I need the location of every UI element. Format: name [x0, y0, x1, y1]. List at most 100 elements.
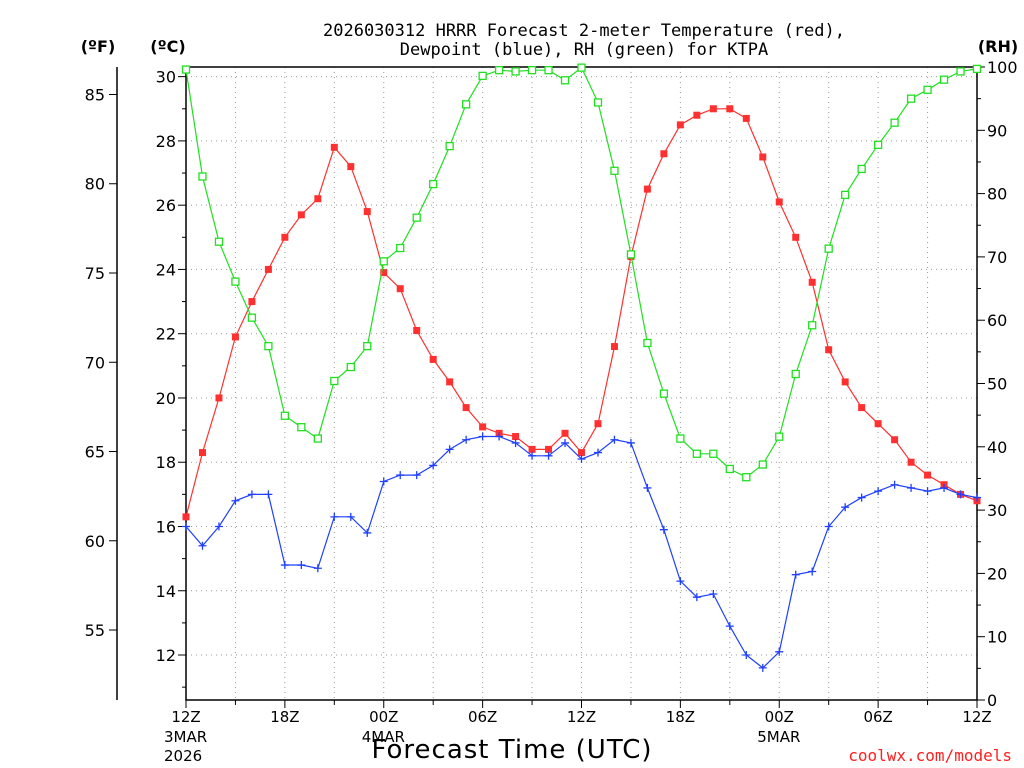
celsius-tick-label: 16 [156, 517, 176, 536]
dewpoint-point [561, 438, 570, 447]
chart-title-line1: 2026030312 HRRR Forecast 2-meter Tempera… [323, 21, 845, 41]
date-label: 5MAR [757, 728, 800, 746]
2-meter-temperature-point [413, 326, 421, 334]
dewpoint-point [429, 461, 438, 470]
2-meter-temperature-point [528, 445, 536, 453]
2-meter-temperature-point [874, 420, 882, 428]
dewpoint-point [907, 483, 916, 492]
x-tick-label: 06Z [468, 708, 497, 726]
dewpoint-point [247, 490, 256, 499]
dewpoint-point [659, 525, 668, 534]
dewpoint-point [577, 455, 586, 464]
x-tick-label: 06Z [863, 708, 892, 726]
dewpoint-point [725, 622, 734, 631]
x-tick-label: 12Z [567, 708, 596, 726]
2-meter-temperature-point [808, 278, 816, 286]
2-meter-temperature-point [693, 111, 701, 119]
rh-point [478, 71, 487, 81]
dewpoint-point [495, 432, 504, 441]
2-meter-temperature-point [429, 355, 437, 363]
fahrenheit-unit-label: (ºF) [81, 37, 116, 56]
2-meter-temperature-point [479, 423, 487, 431]
x-tick-label: 18Z [270, 708, 299, 726]
2-meter-temperature-point [462, 404, 470, 412]
rh-point [198, 172, 207, 181]
rh-point [527, 66, 537, 75]
rh-point [775, 432, 784, 441]
celsius-tick-label: 30 [156, 68, 176, 87]
celsius-tick-label: 18 [156, 453, 176, 472]
celsius-tick-label: 26 [156, 196, 176, 215]
rh-point [956, 67, 965, 76]
dewpoint-point [445, 445, 454, 454]
dewpoint-point [841, 503, 850, 512]
rh-tick-label: 30 [987, 501, 1007, 520]
dewpoint-point [775, 647, 784, 656]
rh-point [742, 473, 751, 482]
2-meter-temperature-point [726, 105, 734, 113]
dewpoint-point [923, 487, 932, 496]
rh-point [643, 338, 652, 348]
rh-tick-label: 0 [987, 691, 997, 710]
rh-point [181, 65, 191, 74]
dewpoint-point [528, 451, 537, 460]
2-meter-temperature-point [545, 445, 553, 453]
rh-point [461, 100, 471, 109]
x-tick-label: 12Z [962, 708, 991, 726]
dewpoint-point [857, 493, 866, 502]
dewpoint-point [511, 438, 520, 447]
rh-tick-label: 10 [987, 628, 1007, 647]
rh-tick-label: 80 [987, 185, 1007, 204]
dewpoint-point [973, 493, 981, 502]
celsius-tick-label: 24 [156, 260, 176, 279]
dewpoint-point [231, 496, 240, 505]
2-meter-temperature-point [182, 513, 190, 521]
x-tick-label: 12Z [171, 708, 200, 726]
celsius-tick-label: 22 [156, 325, 176, 344]
rh-point [494, 66, 504, 75]
2-meter-temperature-point [297, 211, 305, 219]
rh-point [676, 434, 685, 443]
rh-point [906, 94, 916, 103]
dewpoint-point [742, 651, 751, 660]
dewpoint-point [626, 438, 635, 447]
rh-tick-label: 60 [987, 311, 1007, 330]
2-meter-temperature-point [215, 394, 223, 402]
dewpoint-point [692, 593, 701, 602]
rh-point [577, 63, 586, 72]
rh-point [511, 67, 520, 76]
rh-unit-label: (RH) [978, 37, 1018, 56]
rh-point [692, 449, 702, 458]
rh-point [297, 423, 306, 432]
rh-point [791, 369, 800, 379]
rh-point [445, 141, 454, 151]
rh-tick-label: 40 [987, 438, 1007, 457]
dewpoint-point [363, 528, 372, 537]
x-tick-label: 00Z [765, 708, 794, 726]
x-tick-label: 18Z [666, 708, 695, 726]
dewpoint-point [874, 487, 883, 496]
celsius-tick-label: 28 [156, 132, 176, 151]
rh-point [280, 411, 290, 420]
2-meter-temperature-point [759, 153, 767, 161]
fahrenheit-tick-label: 80 [85, 175, 105, 194]
2-meter-temperature-point [891, 436, 899, 444]
celsius-unit-label: (ºC) [150, 37, 185, 56]
fahrenheit-tick-label: 85 [85, 85, 105, 104]
x-tick-label: 00Z [369, 708, 398, 726]
rh-point [264, 342, 273, 351]
rh-point [841, 190, 850, 200]
rh-point [610, 166, 619, 175]
x-axis-title: Forecast Time (UTC) [371, 735, 652, 765]
dewpoint-point [478, 432, 487, 441]
2-meter-temperature-point [610, 343, 618, 351]
rh-tick-label: 100 [987, 58, 1018, 77]
date-label: 3MAR [164, 728, 207, 746]
2-meter-temperature-point [512, 433, 520, 441]
tick-labels: 12 14 16 18 20 22 24 26 28 30 55 60 65 70 75 80 85 0 10 20 3… [85, 58, 1018, 765]
rh-point [313, 434, 322, 443]
rh-point [939, 75, 949, 84]
2-meter-temperature-point [446, 378, 454, 386]
credit-text: coolwx.com/models [848, 746, 1012, 765]
